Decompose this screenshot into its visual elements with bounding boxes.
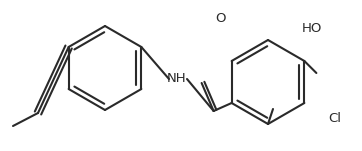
Text: Cl: Cl — [328, 111, 341, 125]
Text: NH: NH — [167, 72, 187, 85]
Text: HO: HO — [302, 21, 322, 34]
Text: O: O — [215, 11, 225, 24]
